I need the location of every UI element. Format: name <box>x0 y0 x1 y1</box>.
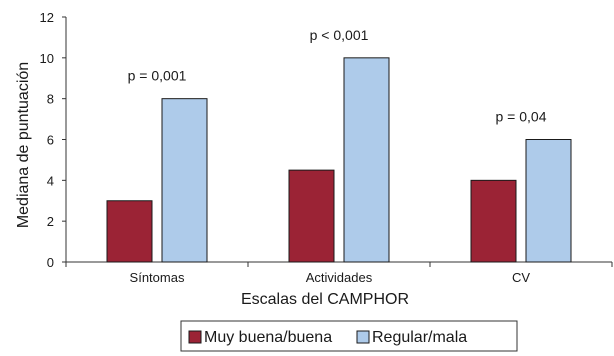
x-tick-label: CV <box>512 270 530 285</box>
y-tick-label: 0 <box>47 255 54 270</box>
legend-label: Muy buena/buena <box>204 329 332 346</box>
y-tick-label: 10 <box>40 51 54 66</box>
x-axis-title: Escalas del CAMPHOR <box>241 291 409 308</box>
p-value-annotation: p = 0,001 <box>128 68 187 84</box>
bar-muy-buena <box>106 200 153 263</box>
bar-regular-mala <box>161 98 208 263</box>
y-tick-label: 6 <box>47 133 54 148</box>
y-axis-title: Mediana de puntuación <box>15 62 32 228</box>
legend-swatch <box>356 330 370 344</box>
bar-regular-mala <box>343 57 390 263</box>
y-tick-label: 2 <box>47 214 54 229</box>
legend-swatch <box>188 330 202 344</box>
y-tick-label: 4 <box>47 173 54 188</box>
x-tick-label: Actividades <box>306 270 373 285</box>
y-tick-label: 8 <box>47 92 54 107</box>
legend: Muy buena/buena Regular/mala <box>180 320 518 352</box>
y-tick-label: 12 <box>40 10 54 25</box>
bar-muy-buena <box>470 179 517 263</box>
p-value-annotation: p = 0,04 <box>496 109 547 125</box>
x-tick-label: Síntomas <box>130 270 185 285</box>
bar-muy-buena <box>288 169 335 263</box>
bar-regular-mala <box>525 139 572 263</box>
legend-box <box>180 320 518 352</box>
plot-area: 0 2 4 6 8 10 12 Síntomas p = 0,001 Actividades p <… <box>40 10 613 285</box>
p-value-annotation: p < 0,001 <box>310 27 369 43</box>
legend-label: Regular/mala <box>372 329 467 346</box>
